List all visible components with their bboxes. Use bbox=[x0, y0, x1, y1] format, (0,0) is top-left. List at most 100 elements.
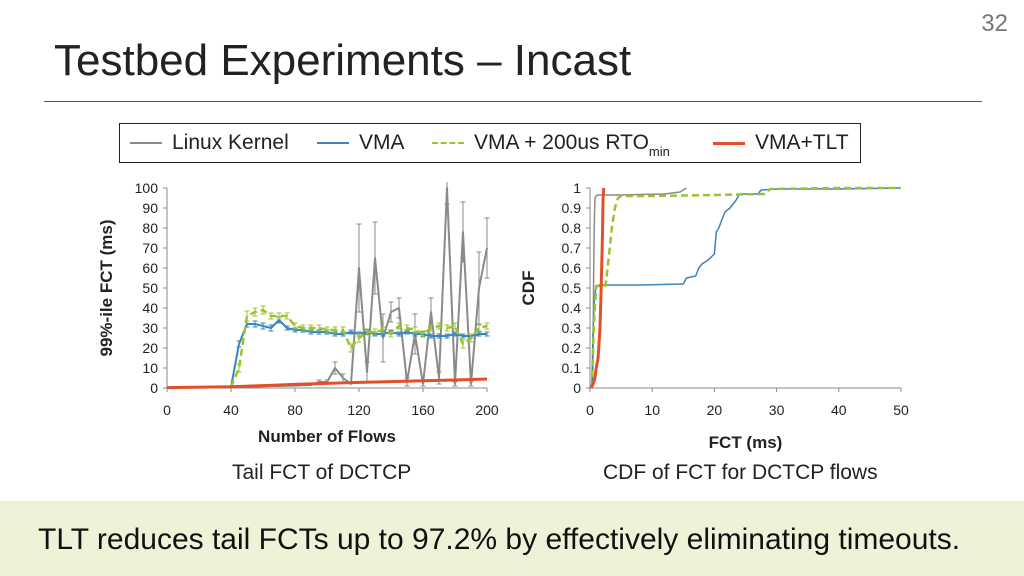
left-chart-series-vma-200us-rtomin-error-bar bbox=[236, 363, 242, 373]
left-chart-series-vma-200us-rtomin-error-bar bbox=[388, 330, 394, 338]
left-chart-series-linux-kernel-error-bar bbox=[476, 251, 482, 325]
left-chart-series-vma-200us-rtomin-error-bar bbox=[452, 322, 458, 330]
left-chart-series-vma-200us-rtomin-error-bar bbox=[268, 312, 274, 320]
right-chart-y-axis-title: CDF bbox=[519, 271, 538, 306]
left-chart-x-tick-label: 80 bbox=[287, 402, 303, 418]
legend-swatch-vma bbox=[317, 142, 349, 144]
legend-item-vma: VMA bbox=[317, 124, 405, 162]
left-chart-series-vma-tlt-line bbox=[166, 377, 488, 390]
left-chart-series-vma-200us-rtomin-error-bar bbox=[404, 324, 410, 332]
title-divider bbox=[44, 101, 982, 102]
right-chart-x-tick-label: 10 bbox=[644, 402, 660, 418]
left-chart-y-tick-label: 0 bbox=[150, 380, 158, 396]
legend-item-vma-rto: VMA + 200us RTO min bbox=[432, 124, 670, 162]
left-chart-y-tick-label: 20 bbox=[142, 340, 158, 356]
left-chart-series-vma-200us-rtomin-error-bar bbox=[444, 324, 450, 332]
left-chart-series-linux-kernel-error-bar bbox=[356, 223, 362, 313]
right-chart-x-tick-label: 30 bbox=[769, 402, 785, 418]
left-chart-series-linux-kernel-error-bar bbox=[380, 313, 386, 363]
takeaway-banner: TLT reduces tail FCTs up to 97.2% by eff… bbox=[0, 501, 1024, 576]
legend-label-vma-rto: VMA + 200us RTO bbox=[474, 131, 649, 154]
left-chart-series-vma-200us-rtomin-error-bar bbox=[260, 305, 266, 315]
left-chart-series-linux-kernel-error-bar bbox=[396, 297, 402, 319]
left-chart-caption: Tail FCT of DCTCP bbox=[232, 461, 412, 484]
left-chart-y-tick-label: 30 bbox=[142, 320, 158, 336]
right-chart-y-tick-label: 0.6 bbox=[562, 260, 582, 276]
left-chart-series-vma-200us-rtomin-error-bar bbox=[348, 343, 354, 353]
right-chart-series-vma-line bbox=[591, 187, 902, 389]
left-chart-series-vma-error-bar bbox=[436, 333, 442, 339]
left-chart-series-vma-200us-rtomin-error-bar bbox=[460, 339, 466, 349]
left-chart-series-vma-200us-rtomin-line bbox=[229, 308, 488, 388]
left-chart-x-tick-label: 0 bbox=[163, 402, 171, 418]
left-chart-series-vma-200us-rtomin-error-bar bbox=[412, 326, 418, 334]
legend-item-linux: Linux Kernel bbox=[130, 124, 289, 162]
left-chart-series-vma-200us-rtomin-error-bar bbox=[332, 326, 338, 334]
legend-swatch-tlt bbox=[713, 141, 745, 145]
chart-legend: Linux Kernel VMA VMA + 200us RTO min VMA+… bbox=[119, 123, 861, 163]
left-chart-x-tick-label: 160 bbox=[411, 402, 435, 418]
left-chart-y-tick-label: 40 bbox=[142, 300, 158, 316]
left-chart-y-tick-label: 80 bbox=[142, 220, 158, 236]
left-chart-x-tick-label: 200 bbox=[475, 402, 499, 418]
right-chart-plot-area bbox=[589, 186, 902, 389]
left-chart-y-tick-label: 90 bbox=[142, 200, 158, 216]
left-chart-series-vma-error-bar bbox=[428, 333, 434, 339]
left-chart-series-vma-200us-rtomin-error-bar bbox=[380, 326, 386, 334]
right-chart-series-vma-tlt-line bbox=[589, 187, 606, 389]
left-chart-x-axis-title: Number of Flows bbox=[258, 427, 396, 446]
right-chart-series-linux-kernel-line bbox=[591, 187, 687, 389]
left-chart-y-tick-label: 70 bbox=[142, 240, 158, 256]
left-chart-series-vma-error-bar bbox=[396, 331, 402, 337]
left-chart-series-vma-200us-rtomin-error-bar bbox=[316, 324, 322, 332]
left-chart-series-vma-200us-rtomin-error-bar bbox=[252, 307, 258, 317]
left-chart-series-vma-error-bar bbox=[348, 329, 354, 335]
left-chart-series-vma-200us-rtomin-error-bar bbox=[292, 322, 298, 330]
right-chart-x-tick-label: 50 bbox=[893, 402, 909, 418]
left-chart-series-vma-200us-rtomin-error-bar bbox=[476, 324, 482, 332]
right-chart-y-tick-label: 0.9 bbox=[562, 200, 582, 216]
left-chart-series-linux-kernel-error-bar bbox=[388, 301, 394, 323]
left-chart-y-tick-label: 10 bbox=[142, 360, 158, 376]
legend-swatch-linux bbox=[130, 142, 162, 144]
cdf-fct-chart: 00.10.20.30.40.50.60.70.80.910 10 20 30 40 50… bbox=[519, 180, 909, 452]
legend-label-vma: VMA bbox=[359, 131, 405, 154]
left-chart-plot-area bbox=[166, 182, 490, 390]
right-chart-x-tick-label: 0 bbox=[586, 402, 594, 418]
left-chart-series-vma-error-bar bbox=[268, 324, 274, 332]
right-chart-y-tick-label: 0 bbox=[573, 380, 581, 396]
left-chart-series-vma-error-bar bbox=[444, 333, 450, 339]
legend-item-tlt: VMA+TLT bbox=[713, 124, 849, 162]
left-chart-series-vma-200us-rtomin-error-bar bbox=[356, 333, 362, 343]
left-chart-series-vma-200us-rtomin-error-bar bbox=[396, 322, 402, 330]
right-chart-y-tick-label: 0.2 bbox=[562, 340, 582, 356]
left-chart-series-vma-200us-rtomin-error-bar bbox=[436, 322, 442, 330]
left-chart-series-vma-200us-rtomin-error-bar bbox=[420, 330, 426, 338]
left-chart-series-linux-kernel-error-bar bbox=[420, 381, 426, 387]
left-chart-series-vma-error-bar bbox=[484, 331, 490, 337]
right-chart-series-vma-200us-rtomin-line bbox=[590, 186, 901, 389]
right-chart-y-tick-label: 0.5 bbox=[562, 280, 582, 296]
left-chart-series-vma-error-bar bbox=[260, 322, 266, 330]
left-chart-series-linux-kernel-error-bar bbox=[460, 201, 466, 263]
right-chart-y-tick-label: 0.7 bbox=[562, 240, 582, 256]
slide-number: 32 bbox=[981, 10, 1008, 37]
left-chart-series-linux-kernel-error-bar bbox=[372, 221, 378, 295]
left-chart-x-tick-label: 120 bbox=[347, 402, 371, 418]
left-chart-series-vma-error-bar bbox=[284, 325, 290, 331]
left-chart-series-linux-kernel-error-bar bbox=[444, 182, 450, 205]
left-chart-series-linux-kernel-error-bar bbox=[364, 361, 370, 383]
right-chart-y-tick-label: 0.1 bbox=[562, 360, 582, 376]
left-chart-series-vma-200us-rtomin-error-bar bbox=[484, 322, 490, 330]
right-chart-x-axis-title: FCT (ms) bbox=[709, 433, 783, 452]
left-chart-series-linux-kernel-error-bar bbox=[452, 381, 458, 387]
left-chart-x-tick-label: 40 bbox=[223, 402, 239, 418]
legend-label-linux: Linux Kernel bbox=[172, 131, 289, 154]
left-chart-y-axis-title: 99%-ile FCT (ms) bbox=[97, 220, 116, 357]
left-chart-series-vma-200us-rtomin-error-bar bbox=[372, 328, 378, 336]
right-chart-y-tick-label: 1 bbox=[573, 180, 581, 196]
right-chart-y-tick-label: 0.4 bbox=[562, 300, 582, 316]
right-chart-x-tick-label: 40 bbox=[831, 402, 847, 418]
left-chart-series-vma-200us-rtomin-error-bar bbox=[340, 326, 346, 334]
page-title: Testbed Experiments – Incast bbox=[54, 36, 632, 85]
